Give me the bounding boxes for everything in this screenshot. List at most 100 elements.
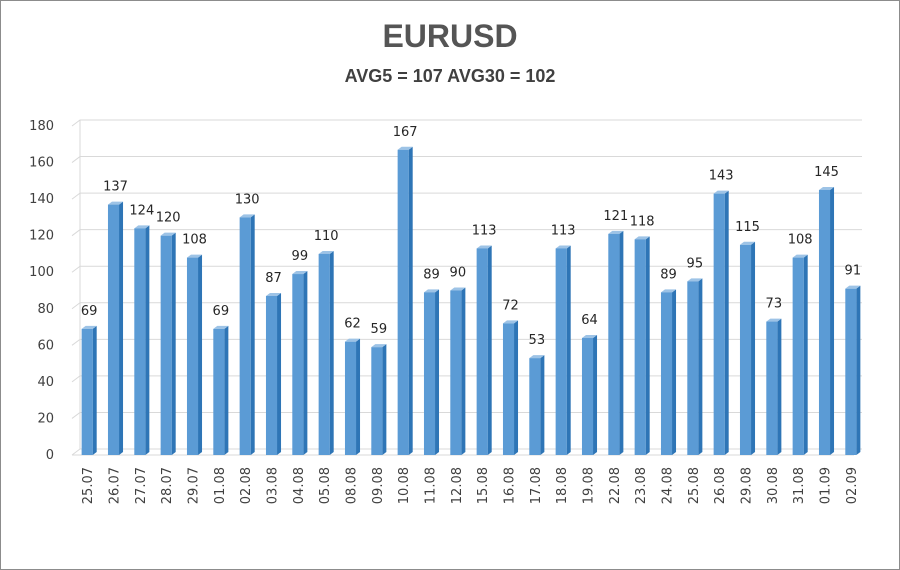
data-label: 62 <box>344 317 361 332</box>
data-label: 113 <box>551 223 576 238</box>
bar <box>371 347 383 455</box>
y-tick-label: 140 <box>29 192 54 207</box>
bar-side <box>803 254 808 455</box>
bar-side <box>92 325 97 455</box>
x-tick-label: 02.09 <box>845 467 860 504</box>
x-tick-label: 03.08 <box>266 467 281 504</box>
bar-top <box>608 230 624 234</box>
y-tick-label: 180 <box>29 119 54 134</box>
bar-top <box>687 278 703 282</box>
bar <box>581 338 594 455</box>
y-tick-label: 60 <box>37 338 54 353</box>
x-tick-label: 02.08 <box>239 467 254 504</box>
bar-side <box>724 190 729 455</box>
bar-side <box>830 186 835 455</box>
bar-top <box>81 325 97 329</box>
bar-side <box>435 289 440 455</box>
data-label: 72 <box>502 298 519 313</box>
data-label: 69 <box>213 304 230 319</box>
x-tick-label: 31.08 <box>792 467 807 504</box>
bar <box>81 328 93 455</box>
y-tick-label: 20 <box>37 411 54 426</box>
bar-top <box>450 287 466 291</box>
y-tick-label: 80 <box>37 302 54 317</box>
bar-side <box>119 201 124 455</box>
bar-top <box>555 245 571 249</box>
data-label: 118 <box>630 214 655 229</box>
y-tick-label: 0 <box>46 448 54 463</box>
bar <box>423 292 436 455</box>
bar-top <box>476 245 492 249</box>
bar-side <box>540 355 545 455</box>
data-label: 73 <box>766 297 783 312</box>
bar <box>845 288 857 455</box>
bar <box>450 290 462 455</box>
bar <box>397 149 409 455</box>
bar <box>660 292 673 455</box>
x-tick-label: 05.08 <box>318 467 333 504</box>
bar-top <box>292 271 308 275</box>
bar-top <box>344 338 361 342</box>
bar-side <box>566 245 571 455</box>
bar-top <box>107 201 124 205</box>
bar-side <box>303 271 308 455</box>
bar <box>160 235 172 455</box>
bar-side <box>329 250 334 455</box>
bar-side <box>277 292 282 455</box>
bar-side <box>250 214 255 455</box>
bar-top <box>423 289 440 293</box>
bar <box>634 239 646 455</box>
bar-top <box>660 289 677 293</box>
x-tick-label: 29.07 <box>187 467 202 504</box>
bar-side <box>145 225 150 455</box>
x-tick-label: 22.08 <box>608 467 623 504</box>
bar <box>318 253 330 455</box>
data-label: 108 <box>182 233 207 248</box>
bar <box>476 248 488 455</box>
x-tick-label: 04.08 <box>292 467 307 504</box>
bar <box>134 228 146 455</box>
bar-side <box>487 245 492 455</box>
bar-side <box>198 254 203 455</box>
bar <box>186 257 199 455</box>
bar-side <box>645 236 650 455</box>
bar <box>107 204 120 455</box>
x-tick-label: 16.08 <box>503 467 518 504</box>
x-tick-label: 19.08 <box>582 467 597 504</box>
data-label: 69 <box>81 304 98 319</box>
bar-side <box>698 278 703 455</box>
data-label: 137 <box>103 180 128 195</box>
chart-title: EURUSD <box>382 18 518 54</box>
bar-top <box>213 325 229 329</box>
bar <box>608 233 620 455</box>
bar-top <box>818 186 835 190</box>
x-tick-label: 29.08 <box>740 467 755 504</box>
x-tick-label: 18.08 <box>555 467 570 504</box>
bar-side <box>461 287 466 455</box>
bar <box>792 257 804 455</box>
y-tick-label: 100 <box>29 265 54 280</box>
bar-side <box>171 232 176 455</box>
bar-side <box>514 320 519 455</box>
x-tick-label: 27.07 <box>134 467 149 504</box>
y-tick-label: 120 <box>29 229 54 244</box>
bar-top <box>318 250 334 254</box>
data-label: 124 <box>129 203 154 218</box>
bar-side <box>777 318 782 455</box>
data-label: 145 <box>814 165 839 180</box>
x-tick-label: 30.08 <box>766 467 781 504</box>
data-label: 89 <box>423 267 440 282</box>
bar-top <box>371 344 387 348</box>
bar-top <box>502 320 519 324</box>
bar-top <box>713 190 729 194</box>
bar-top <box>581 335 598 339</box>
bar-side <box>382 344 387 455</box>
data-label: 87 <box>265 271 282 286</box>
data-label: 59 <box>371 322 388 337</box>
bar-side <box>672 289 677 455</box>
bar <box>239 217 251 455</box>
x-tick-label: 01.08 <box>213 467 228 504</box>
gridline <box>71 192 862 200</box>
bar-top <box>160 232 176 236</box>
